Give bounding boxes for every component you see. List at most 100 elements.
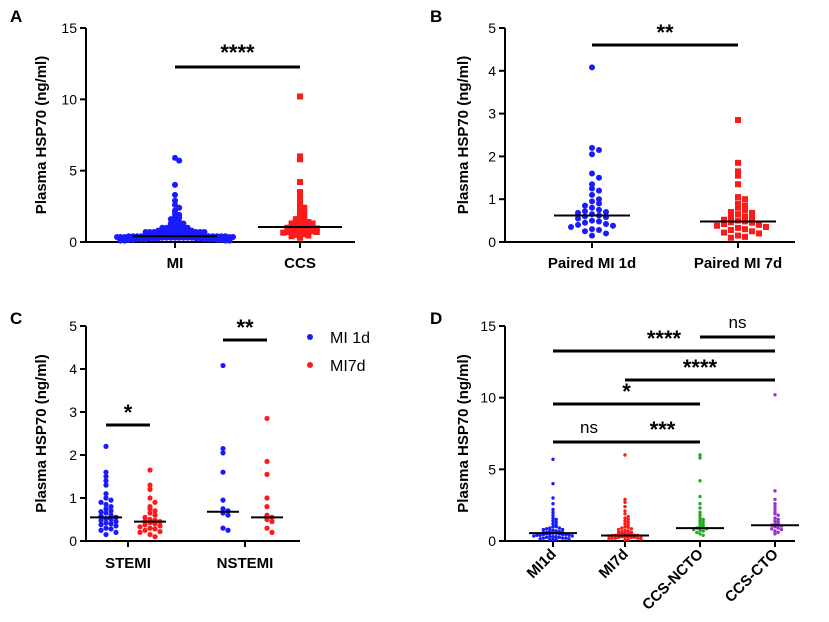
data-point bbox=[280, 229, 287, 236]
data-point bbox=[623, 453, 627, 457]
data-point bbox=[121, 237, 128, 244]
data-point bbox=[728, 214, 734, 221]
data-point bbox=[735, 181, 741, 188]
data-point bbox=[297, 189, 303, 196]
data-point bbox=[626, 520, 630, 525]
data-point bbox=[301, 231, 308, 238]
data-point bbox=[297, 213, 303, 220]
data-point bbox=[589, 170, 595, 177]
data-point bbox=[714, 222, 720, 229]
data-point bbox=[582, 228, 588, 235]
data-point bbox=[157, 523, 163, 529]
data-point bbox=[117, 237, 124, 244]
data-point bbox=[541, 536, 546, 540]
data-point bbox=[108, 521, 114, 527]
data-point bbox=[103, 478, 109, 484]
data-point bbox=[596, 146, 602, 153]
data-point bbox=[108, 504, 114, 510]
data-point bbox=[292, 231, 299, 238]
data-point bbox=[137, 524, 143, 530]
data-point bbox=[172, 197, 178, 204]
data-point bbox=[564, 536, 568, 540]
data-point bbox=[623, 528, 627, 532]
data-point bbox=[220, 450, 226, 456]
y-tick-label: 5 bbox=[69, 163, 77, 179]
data-point bbox=[103, 469, 109, 475]
data-point bbox=[222, 237, 229, 244]
data-point bbox=[301, 226, 308, 233]
data-point bbox=[297, 197, 303, 204]
y-tick-label: 5 bbox=[488, 20, 496, 36]
significance-label: ns bbox=[580, 418, 598, 437]
data-point bbox=[297, 93, 303, 100]
data-point bbox=[297, 221, 303, 228]
data-point bbox=[582, 208, 588, 215]
data-point bbox=[698, 453, 702, 457]
data-point bbox=[610, 536, 614, 540]
data-point bbox=[142, 522, 148, 528]
data-point bbox=[596, 196, 602, 203]
data-point bbox=[98, 509, 104, 515]
significance-label: ns bbox=[729, 313, 747, 332]
data-point bbox=[264, 495, 270, 501]
data-point bbox=[264, 458, 270, 465]
data-point bbox=[142, 236, 149, 243]
data-point bbox=[698, 494, 702, 499]
data-point bbox=[575, 215, 581, 222]
data-point bbox=[205, 236, 212, 243]
data-point bbox=[113, 529, 119, 536]
data-point bbox=[220, 506, 226, 512]
data-point bbox=[551, 537, 555, 542]
data-point bbox=[626, 517, 630, 522]
data-point bbox=[554, 520, 558, 525]
data-point bbox=[142, 527, 148, 533]
data-point bbox=[773, 502, 777, 506]
data-point bbox=[554, 535, 558, 539]
x-tick-label: MI7d bbox=[596, 546, 632, 582]
data-point bbox=[623, 522, 627, 526]
y-tick-label: 15 bbox=[61, 20, 77, 36]
data-point bbox=[626, 537, 630, 542]
data-point bbox=[701, 517, 705, 522]
data-point bbox=[220, 525, 226, 531]
significance-label: * bbox=[622, 379, 631, 404]
data-point bbox=[698, 528, 702, 532]
data-point bbox=[108, 508, 114, 514]
data-point bbox=[701, 520, 705, 525]
legend-label: MI7d bbox=[330, 358, 366, 375]
data-point bbox=[103, 510, 109, 516]
data-point bbox=[301, 204, 308, 211]
y-tick-label: 3 bbox=[69, 404, 77, 420]
data-point bbox=[776, 517, 780, 522]
data-point bbox=[623, 537, 627, 542]
data-point bbox=[147, 495, 153, 501]
data-point bbox=[541, 527, 546, 532]
data-point bbox=[596, 218, 602, 225]
data-point bbox=[698, 516, 702, 520]
data-point bbox=[742, 226, 748, 233]
legend-label: MI 1d bbox=[330, 330, 370, 347]
x-tick-label: NSTEMI bbox=[217, 555, 274, 572]
data-point bbox=[589, 144, 595, 151]
data-point bbox=[742, 206, 748, 213]
data-point bbox=[582, 219, 588, 226]
data-point bbox=[172, 226, 178, 233]
data-point bbox=[176, 230, 183, 237]
data-point bbox=[551, 516, 555, 520]
data-point bbox=[214, 236, 220, 243]
data-point bbox=[735, 224, 741, 231]
data-point bbox=[142, 514, 148, 520]
data-point bbox=[113, 523, 119, 529]
panel-letter: C bbox=[10, 309, 22, 328]
data-point bbox=[551, 510, 555, 515]
data-point bbox=[623, 516, 627, 520]
data-point bbox=[172, 154, 178, 161]
data-point bbox=[297, 217, 303, 224]
data-point bbox=[698, 522, 702, 526]
data-point bbox=[103, 506, 109, 512]
data-point bbox=[269, 529, 275, 536]
data-point bbox=[297, 156, 303, 163]
data-point bbox=[779, 527, 784, 532]
data-point bbox=[313, 229, 320, 236]
data-point bbox=[629, 527, 634, 531]
